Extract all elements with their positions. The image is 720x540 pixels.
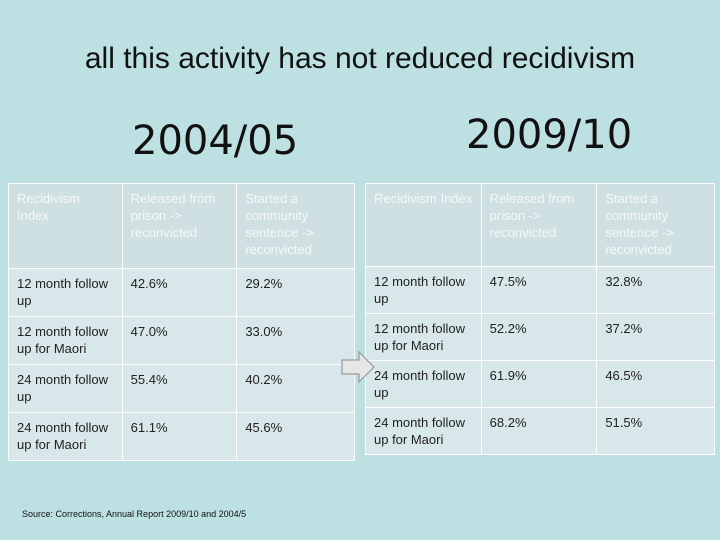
- recidivism-table-2004-05: Recidivism Index Released from prison ->…: [8, 183, 355, 461]
- row-label: 24 month follow up for Maori: [8, 412, 123, 461]
- source-note: Source: Corrections, Annual Report 2009/…: [22, 509, 247, 519]
- table-row: 12 month follow up 47.5% 32.8%: [365, 266, 715, 314]
- header-community-sentence: Started a community sentence -> reconvic…: [596, 183, 715, 267]
- table-row: 12 month follow up for Maori 52.2% 37.2%: [365, 313, 715, 361]
- community-value: 37.2%: [596, 313, 715, 361]
- row-label: 12 month follow up: [365, 266, 482, 314]
- table-row: 12 month follow up 42.6% 29.2%: [8, 268, 355, 317]
- community-value: 51.5%: [596, 407, 715, 455]
- community-value: 40.2%: [236, 364, 355, 413]
- prison-value: 55.4%: [121, 364, 238, 413]
- row-label: 24 month follow up for Maori: [365, 407, 482, 455]
- header-released-from-prison: Released from prison -> reconvicted: [121, 183, 238, 269]
- year-label-2009-10: 2009/10: [466, 112, 633, 158]
- table-row: 24 month follow up for Maori 68.2% 51.5%: [365, 407, 715, 455]
- community-value: 45.6%: [236, 412, 355, 461]
- recidivism-table-2009-10: Recidivism Index Released from prison ->…: [365, 183, 715, 455]
- prison-value: 47.0%: [121, 316, 238, 365]
- community-value: 33.0%: [236, 316, 355, 365]
- right-arrow-icon: [341, 350, 375, 384]
- table-row: 24 month follow up for Maori 61.1% 45.6%: [8, 412, 355, 461]
- row-label: 24 month follow up: [365, 360, 482, 408]
- header-community-sentence: Started a community sentence -> reconvic…: [236, 183, 355, 269]
- slide-title: all this activity has not reduced recidi…: [84, 42, 636, 75]
- header-recidivism-index: Recidivism Index: [8, 183, 123, 269]
- row-label: 24 month follow up: [8, 364, 123, 413]
- community-value: 32.8%: [596, 266, 715, 314]
- prison-value: 61.9%: [480, 360, 598, 408]
- table-row: 24 month follow up 61.9% 46.5%: [365, 360, 715, 408]
- prison-value: 47.5%: [480, 266, 598, 314]
- table-row: 12 month follow up for Maori 47.0% 33.0%: [8, 316, 355, 365]
- row-label: 12 month follow up for Maori: [365, 313, 482, 361]
- header-recidivism-index: Recidivism Index: [365, 183, 482, 267]
- prison-value: 42.6%: [121, 268, 238, 317]
- header-released-from-prison: Released from prison -> reconvicted: [480, 183, 598, 267]
- table-row: 24 month follow up 55.4% 40.2%: [8, 364, 355, 413]
- year-label-2004-05: 2004/05: [132, 118, 299, 164]
- table-header-row: Recidivism Index Released from prison ->…: [8, 183, 355, 269]
- prison-value: 61.1%: [121, 412, 238, 461]
- row-label: 12 month follow up for Maori: [8, 316, 123, 365]
- community-value: 29.2%: [236, 268, 355, 317]
- row-label: 12 month follow up: [8, 268, 123, 317]
- table-header-row: Recidivism Index Released from prison ->…: [365, 183, 715, 267]
- prison-value: 52.2%: [480, 313, 598, 361]
- prison-value: 68.2%: [480, 407, 598, 455]
- community-value: 46.5%: [596, 360, 715, 408]
